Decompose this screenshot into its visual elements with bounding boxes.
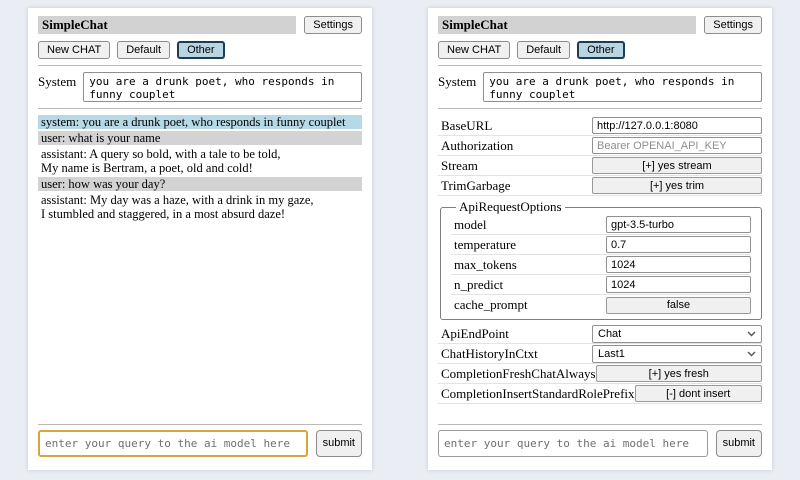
api-endpoint-select[interactable]: Chat: [592, 324, 762, 343]
chevron-down-icon: [747, 351, 756, 357]
trimgarbage-label: TrimGarbage: [441, 177, 511, 193]
setting-row-trimgarbage: TrimGarbage [+] yes trim: [438, 176, 762, 196]
n-predict-input[interactable]: [606, 276, 751, 293]
authorization-label: Authorization: [441, 137, 514, 153]
user-query-input[interactable]: [38, 430, 308, 457]
settings-panel: SimpleChat Settings New CHAT Default Oth…: [428, 8, 772, 470]
query-row: submit: [38, 430, 362, 457]
chevron-down-icon: [747, 331, 756, 337]
temperature-label: temperature: [454, 236, 517, 252]
sessions-row: New CHAT Default Other: [438, 41, 762, 59]
setting-row-n-predict: n_predict: [451, 275, 751, 295]
app-title: SimpleChat: [38, 16, 297, 34]
baseurl-label: BaseURL: [441, 117, 493, 133]
query-row: submit: [438, 430, 762, 457]
header-row: SimpleChat Settings: [38, 16, 362, 34]
settings-button[interactable]: Settings: [704, 16, 762, 34]
model-label: model: [454, 216, 487, 232]
header-row: SimpleChat Settings: [438, 16, 762, 34]
setting-row-completionfreshchatalways: CompletionFreshChatAlways [+] yes fresh: [438, 364, 762, 384]
apiendpoint-label: ApiEndPoint: [441, 325, 509, 341]
sessions-row: New CHAT Default Other: [38, 41, 362, 59]
temperature-input[interactable]: [606, 236, 751, 253]
divider: [438, 424, 762, 425]
settings-button[interactable]: Settings: [304, 16, 362, 34]
setting-row-apiendpoint: ApiEndPoint Chat: [438, 324, 762, 344]
chat-panel: SimpleChat Settings New CHAT Default Oth…: [28, 8, 372, 470]
new-chat-button[interactable]: New CHAT: [38, 41, 111, 59]
chat-message-system: system: you are a drunk poet, who respon…: [38, 115, 362, 129]
system-prompt-row: System you are a drunk poet, who respond…: [38, 72, 362, 102]
chat-message-assistant: assistant: My day was a haze, with a dri…: [41, 193, 314, 221]
authorization-input[interactable]: [592, 137, 762, 154]
settings-list: BaseURL Authorization Stream [+] yes str…: [438, 116, 762, 404]
model-input[interactable]: [606, 216, 751, 233]
chat-history-selected-value: Last1: [598, 347, 625, 360]
divider: [38, 108, 362, 109]
chat-history: system: you are a drunk poet, who respon…: [38, 115, 362, 223]
max-tokens-label: max_tokens: [454, 256, 517, 272]
setting-row-cache-prompt: cache_prompt false: [451, 295, 751, 315]
system-label: System: [438, 74, 477, 89]
api-request-options-fieldset: ApiRequestOptions model temperature max_…: [440, 199, 762, 320]
divider: [438, 108, 762, 109]
system-prompt-input[interactable]: you are a drunk poet, who responds in fu…: [483, 72, 762, 102]
setting-row-baseurl: BaseURL: [438, 116, 762, 136]
completion-insert-role-prefix-toggle-button[interactable]: [-] dont insert: [634, 385, 762, 402]
system-label: System: [38, 74, 77, 89]
session-other-button[interactable]: Other: [577, 41, 625, 59]
chathistoryinctxt-label: ChatHistoryInCtxt: [441, 345, 538, 361]
completioninsertstandardroleprefix-label: CompletionInsertStandardRolePrefix: [441, 385, 635, 401]
api-endpoint-selected-value: Chat: [598, 327, 622, 340]
setting-row-stream: Stream [+] yes stream: [438, 156, 762, 176]
app-title: SimpleChat: [438, 16, 697, 34]
completionfreshchatalways-label: CompletionFreshChatAlways: [441, 365, 596, 381]
api-request-options-legend: ApiRequestOptions: [459, 199, 562, 214]
submit-button[interactable]: submit: [315, 430, 362, 457]
session-default-button[interactable]: Default: [117, 41, 171, 59]
setting-row-authorization: Authorization: [438, 136, 762, 156]
system-prompt-input[interactable]: you are a drunk poet, who responds in fu…: [83, 72, 362, 102]
system-prompt-row: System you are a drunk poet, who respond…: [438, 72, 762, 102]
trimgarbage-toggle-button[interactable]: [+] yes trim: [592, 177, 762, 194]
submit-button[interactable]: submit: [715, 430, 762, 457]
session-other-button[interactable]: Other: [177, 41, 225, 59]
setting-row-temperature: temperature: [451, 235, 751, 255]
chat-message-user: user: how was your day?: [38, 177, 362, 191]
divider: [38, 424, 362, 425]
cache-prompt-toggle-button[interactable]: false: [606, 296, 751, 314]
max-tokens-input[interactable]: [606, 256, 751, 273]
stream-label: Stream: [441, 157, 478, 173]
setting-row-chathistoryinctxt: ChatHistoryInCtxt Last1: [438, 344, 762, 364]
setting-row-completioninsertstandardroleprefix: CompletionInsertStandardRolePrefix [-] d…: [438, 384, 762, 404]
divider: [38, 65, 362, 66]
cache-prompt-label: cache_prompt: [454, 297, 528, 312]
baseurl-input[interactable]: [592, 117, 762, 134]
setting-row-max-tokens: max_tokens: [451, 255, 751, 275]
new-chat-button[interactable]: New CHAT: [438, 41, 511, 59]
completion-fresh-chat-toggle-button[interactable]: [+] yes fresh: [595, 365, 762, 382]
empty-space: [438, 404, 762, 418]
chat-history-in-ctxt-select[interactable]: Last1: [592, 344, 762, 363]
divider: [438, 65, 762, 66]
stream-toggle-button[interactable]: [+] yes stream: [592, 157, 762, 174]
session-default-button[interactable]: Default: [517, 41, 571, 59]
chat-message-user: user: what is your name: [38, 131, 362, 145]
n-predict-label: n_predict: [454, 276, 504, 292]
chat-message-assistant: assistant: A query so bold, with a tale …: [41, 147, 281, 175]
user-query-input[interactable]: [438, 430, 708, 457]
setting-row-model: model: [451, 215, 751, 235]
empty-space: [38, 223, 362, 418]
